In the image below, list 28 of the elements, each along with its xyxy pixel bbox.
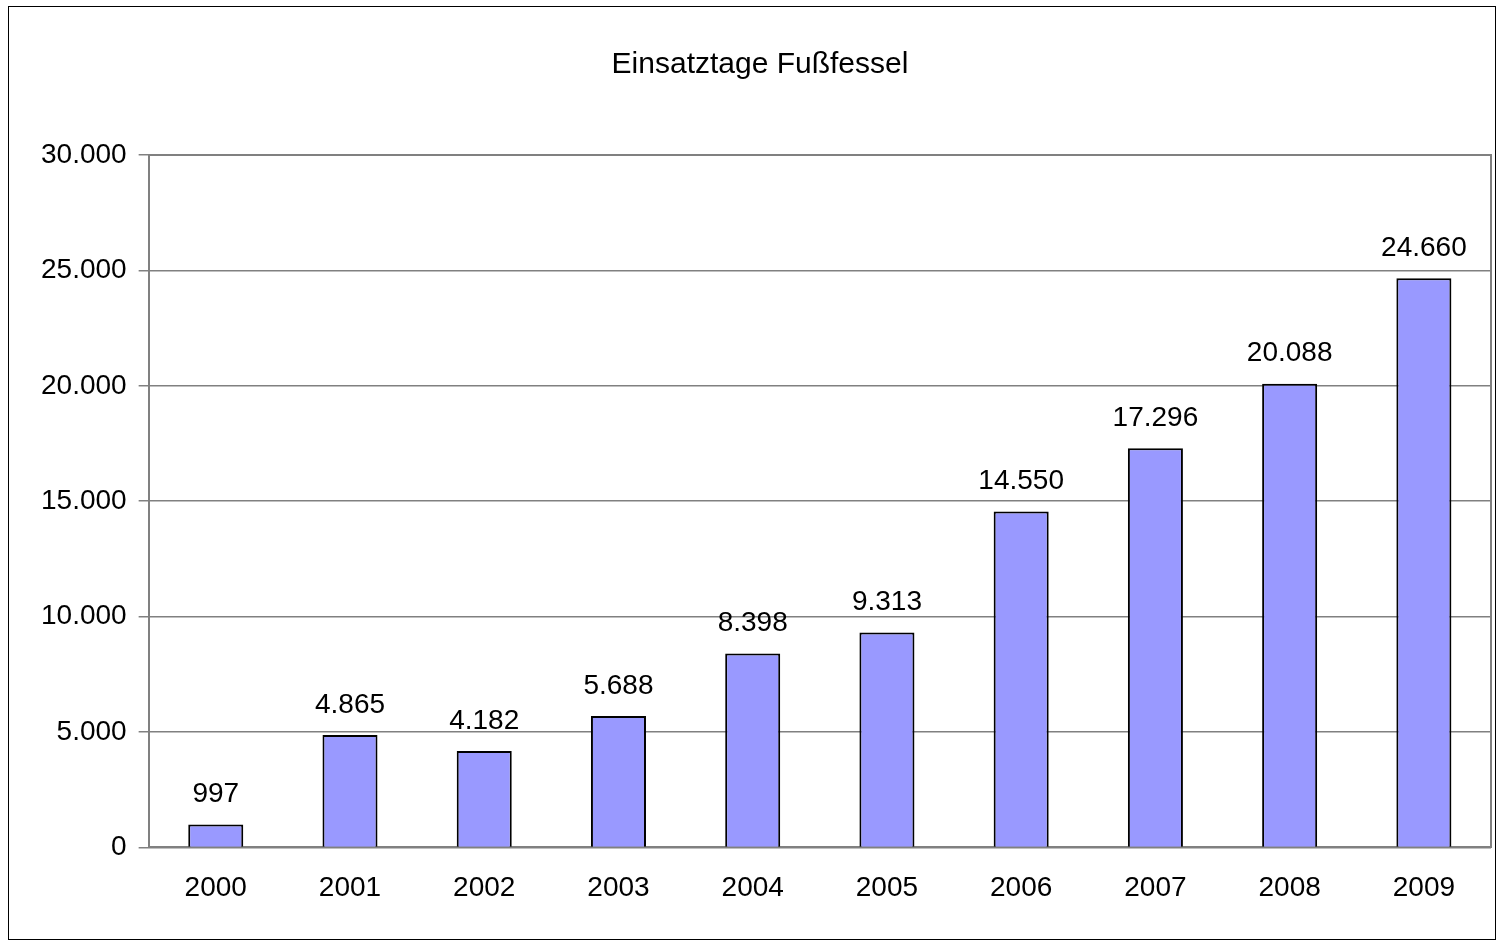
y-tick-label: 15.000 [41, 483, 127, 515]
x-tick-label: 2008 [1258, 870, 1321, 902]
y-tick-label: 20.000 [41, 368, 127, 400]
x-tick-label: 2000 [184, 870, 247, 902]
y-tick-label: 10.000 [41, 599, 127, 631]
x-tick-label: 2009 [1392, 870, 1456, 902]
x-tick-label: 2007 [1124, 870, 1187, 902]
x-tick-label: 2004 [721, 870, 784, 902]
x-tick-label: 2006 [990, 870, 1053, 902]
x-tick-label: 2003 [587, 870, 650, 902]
y-tick-label: 5.000 [56, 714, 127, 746]
x-tick-label: 2005 [855, 870, 919, 902]
data-label: 24.660 [1381, 230, 1467, 262]
data-label: 4.182 [449, 703, 520, 735]
data-label: 20.088 [1246, 336, 1333, 368]
y-tick-label: 30.000 [41, 137, 127, 169]
data-label: 9.313 [851, 585, 922, 617]
data-label: 17.296 [1112, 400, 1199, 432]
data-label: 4.865 [314, 687, 386, 719]
x-tick-label: 2002 [453, 870, 516, 902]
x-tick-label: 2001 [318, 870, 382, 902]
data-label: 997 [192, 777, 240, 809]
y-tick-label: 25.000 [41, 253, 127, 285]
chart-title: Einsatztage Fußfessel [611, 46, 909, 80]
y-tick-label: 0 [111, 830, 127, 862]
data-label: 14.550 [978, 464, 1064, 496]
data-label: 8.398 [717, 606, 788, 638]
data-label: 5.688 [583, 668, 654, 700]
